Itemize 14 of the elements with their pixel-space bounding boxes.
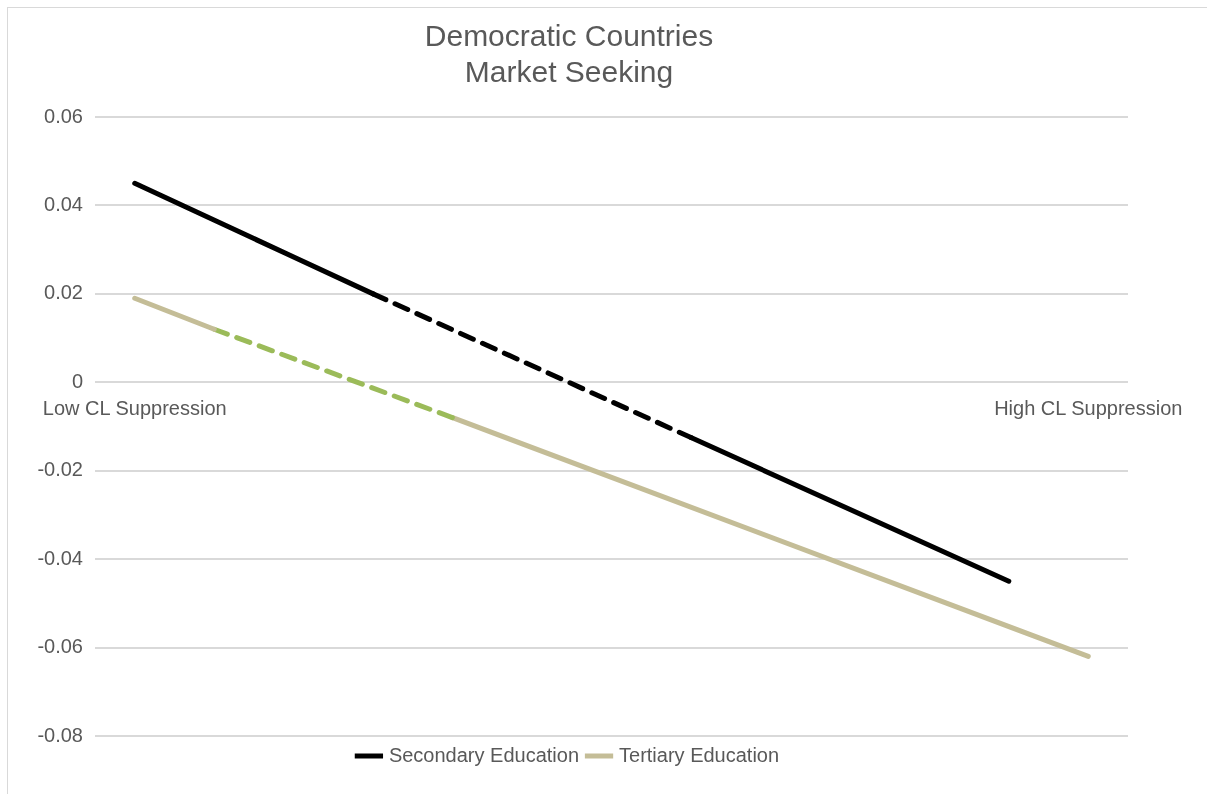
y-tick-label: 0.04: [44, 192, 83, 215]
y-tick-label: 0.02: [44, 281, 83, 304]
y-tick-label: -0.08: [37, 723, 83, 746]
legend-label: Secondary Education: [388, 743, 580, 766]
x-tick-label: High CL Suppression: [994, 396, 1183, 419]
y-tick-label: -0.04: [37, 546, 83, 569]
legend-label: Tertiary Education: [619, 743, 780, 766]
y-tick-label: 0.06: [44, 104, 83, 127]
y-tick-label: 0: [71, 369, 83, 392]
y-tick-label: -0.02: [37, 458, 83, 481]
y-tick-label: -0.06: [37, 635, 83, 658]
chart-subtitle: Market Seeking: [464, 55, 674, 89]
chart-title: Democratic Countries: [424, 19, 714, 53]
x-tick-label: Low CL Suppression: [42, 396, 227, 419]
